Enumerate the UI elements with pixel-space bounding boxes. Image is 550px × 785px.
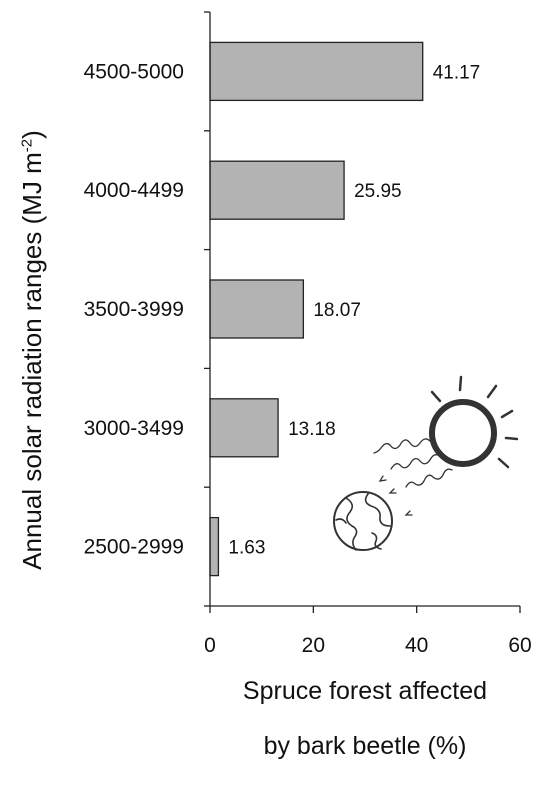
x-tick-label-0: 0 bbox=[204, 634, 216, 657]
y-axis-title: Annual solar radiation ranges (MJ m-2) bbox=[17, 40, 51, 660]
earth-icon bbox=[333, 491, 393, 551]
sun-rays-icon bbox=[430, 375, 519, 469]
bars-layer bbox=[209, 41, 424, 577]
x-axis-title-line2: by bark beetle (%) bbox=[263, 732, 467, 760]
value-label-3000-3499: 13.18 bbox=[288, 419, 336, 440]
value-label-4000-4499: 25.95 bbox=[354, 181, 402, 202]
value-label-4500-5000: 41.17 bbox=[433, 62, 481, 83]
x-tick-label-40: 40 bbox=[405, 634, 428, 657]
bar-3000-3499 bbox=[209, 398, 279, 458]
value-label-2500-2999: 1.63 bbox=[228, 538, 265, 559]
bar-2500-2999 bbox=[209, 516, 220, 577]
category-label-3500-3999: 3500-3999 bbox=[84, 298, 184, 321]
radiation-waves-icon bbox=[373, 438, 453, 516]
axes-layer bbox=[204, 11, 521, 613]
bar-4500-5000 bbox=[209, 41, 424, 102]
sun-icon bbox=[429, 399, 497, 467]
value-label-3500-3999: 18.07 bbox=[313, 300, 361, 321]
sun-earth-illustration bbox=[333, 375, 519, 551]
bar-3500-3999 bbox=[209, 279, 305, 339]
y-axis-title-main: Annual solar radiation ranges (MJ m bbox=[17, 152, 47, 570]
y-axis-title-end: ) bbox=[17, 130, 47, 139]
category-label-4500-5000: 4500-5000 bbox=[84, 60, 184, 83]
earth-continents-icon bbox=[335, 493, 391, 551]
x-tick-label-20: 20 bbox=[302, 634, 325, 657]
y-axis-title-superscript: -2 bbox=[18, 138, 36, 153]
category-label-3000-3499: 3000-3499 bbox=[84, 417, 184, 440]
category-label-2500-2999: 2500-2999 bbox=[84, 536, 184, 559]
labels-layer: 41.17 4500-5000 25.95 4000-4499 18.07 3500-39… bbox=[84, 60, 532, 657]
x-axis-title-line1: Spruce forest affected bbox=[242, 677, 488, 705]
bar-4000-4499 bbox=[209, 160, 345, 220]
category-label-4000-4499: 4000-4499 bbox=[84, 179, 184, 202]
x-tick-label-60: 60 bbox=[508, 634, 531, 657]
